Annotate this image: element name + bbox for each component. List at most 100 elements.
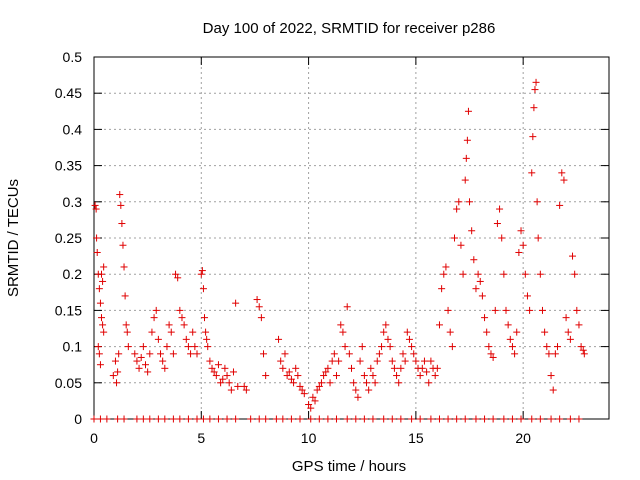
data-point <box>369 372 377 380</box>
data-point <box>442 263 450 271</box>
data-point <box>472 415 480 423</box>
data-point <box>378 343 386 351</box>
data-point <box>262 415 270 423</box>
data-point <box>191 343 199 351</box>
data-point <box>457 241 465 249</box>
data-point <box>560 176 568 184</box>
data-point <box>487 350 495 358</box>
data-point <box>232 299 240 307</box>
data-point <box>390 364 398 372</box>
data-point <box>223 372 231 380</box>
data-point <box>167 328 175 336</box>
data-point <box>448 343 456 351</box>
data-point <box>199 415 207 423</box>
data-point <box>120 263 128 271</box>
data-point <box>500 270 508 278</box>
axis-ticks <box>93 56 609 420</box>
data-point <box>198 267 206 275</box>
data-point <box>451 234 458 242</box>
y-tick-label: 0.35 <box>55 158 82 174</box>
data-point <box>373 357 381 365</box>
data-point <box>322 368 330 376</box>
data-point <box>343 303 351 311</box>
data-point <box>558 169 566 177</box>
data-point <box>393 372 401 380</box>
data-point <box>397 415 405 423</box>
data-point <box>551 350 559 358</box>
data-point <box>468 227 476 235</box>
data-point <box>556 201 564 209</box>
data-point <box>356 357 364 365</box>
data-point <box>176 415 184 423</box>
data-point <box>182 335 190 343</box>
data-point <box>123 328 131 336</box>
data-point <box>416 372 424 380</box>
data-point <box>541 328 549 336</box>
data-point <box>165 321 173 329</box>
data-point <box>444 415 452 423</box>
data-point <box>453 205 461 213</box>
data-point <box>545 350 553 358</box>
data-point <box>242 386 250 394</box>
data-point <box>554 343 561 351</box>
data-point <box>154 415 162 423</box>
data-point <box>530 104 538 112</box>
y-axis-tick-labels: 0 0.05 0.1 0.15 0.2 0.25 0.3 0.35 0.4 0.45 0.5 <box>55 49 82 427</box>
data-point <box>569 252 577 260</box>
data-point <box>96 415 104 423</box>
data-point <box>536 415 544 423</box>
data-point <box>496 205 504 213</box>
data-point <box>139 343 147 351</box>
data-point <box>290 379 298 387</box>
data-point <box>358 343 366 351</box>
data-point <box>135 364 143 372</box>
data-points <box>90 78 588 423</box>
data-point <box>307 415 315 423</box>
data-point <box>227 386 235 394</box>
data-point <box>311 397 319 405</box>
data-point <box>478 292 486 300</box>
data-point <box>386 343 394 351</box>
data-point <box>111 357 119 365</box>
data-point <box>410 350 418 358</box>
data-point <box>277 357 285 365</box>
data-point <box>95 285 103 293</box>
data-point <box>146 415 154 423</box>
data-point <box>528 169 536 177</box>
data-point <box>369 415 377 423</box>
data-point <box>352 386 360 394</box>
data-point <box>326 379 334 387</box>
data-point <box>513 328 521 336</box>
data-point <box>423 368 431 376</box>
data-point <box>360 372 368 380</box>
data-point <box>405 335 413 343</box>
data-point <box>234 382 242 390</box>
data-point <box>152 306 160 314</box>
data-point <box>124 343 132 351</box>
data-point <box>388 357 396 365</box>
data-point <box>121 292 129 300</box>
data-point <box>562 314 570 322</box>
data-point <box>296 415 304 423</box>
data-point <box>476 277 484 285</box>
data-point <box>292 364 300 372</box>
data-point <box>397 364 405 372</box>
data-point <box>93 248 101 256</box>
data-point <box>275 335 283 343</box>
data-point <box>317 379 325 387</box>
data-point <box>120 415 128 423</box>
data-point <box>481 415 489 423</box>
data-point <box>257 314 265 322</box>
data-point <box>116 191 124 199</box>
data-point <box>566 415 574 423</box>
data-point <box>96 299 104 307</box>
data-point <box>208 364 216 372</box>
data-point <box>461 176 469 184</box>
data-point <box>285 368 293 376</box>
data-point <box>425 379 433 387</box>
data-point <box>531 86 539 94</box>
data-point <box>113 379 121 387</box>
data-point <box>232 415 240 423</box>
data-point <box>255 303 263 311</box>
